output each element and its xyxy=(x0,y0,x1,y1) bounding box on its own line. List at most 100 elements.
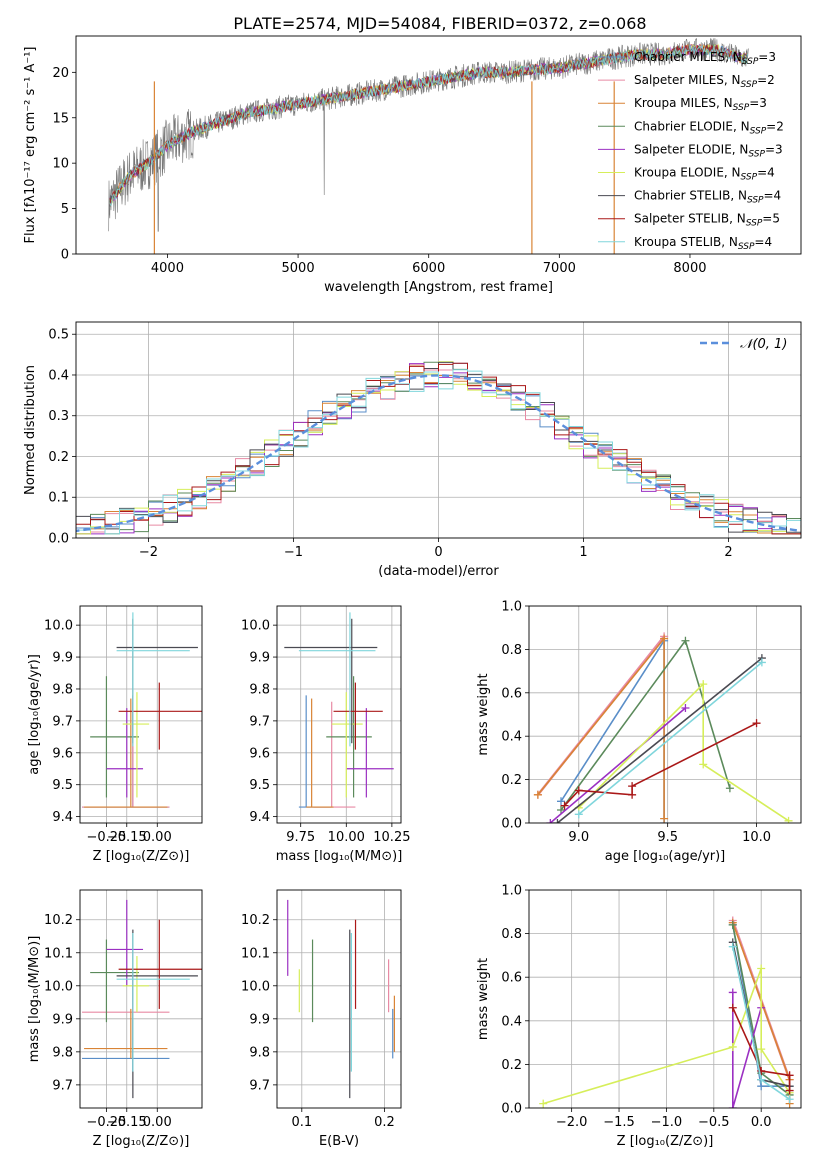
weight-marker xyxy=(660,814,669,823)
y-tick-label: 9.7 xyxy=(249,1078,270,1093)
weight-line xyxy=(560,637,665,823)
x-tick-label: 6000 xyxy=(412,261,445,276)
plot-area xyxy=(108,38,749,254)
axes-frame xyxy=(276,889,402,1109)
plot-area xyxy=(76,322,801,538)
legend-entry: Chabrier MILES, NSSP=3 xyxy=(634,50,776,67)
weight-marker xyxy=(681,636,690,645)
x-axis-label: wavelength [Angstrom, rest frame] xyxy=(324,280,553,295)
x-tick-label: −2 xyxy=(139,545,158,560)
y-tick-label: 10.0 xyxy=(44,979,73,994)
legend-entry: Salpeter STELIB, NSSP=5 xyxy=(634,212,780,229)
model-spectrum xyxy=(109,45,748,207)
panel-spectrum: 4000 5000 6000 7000 8000 0 5 10 15 20 wavelength [… xyxy=(23,35,802,295)
y-tick-label: 0 xyxy=(61,248,69,263)
plot-area xyxy=(277,890,401,1108)
weight-marker xyxy=(784,816,793,823)
x-axis-label: Z [log₁₀(Z/Z⊙)] xyxy=(617,1134,714,1149)
x-tick-label: 1 xyxy=(579,545,587,560)
y-tick-label: 0.6 xyxy=(501,971,522,986)
weight-marker xyxy=(785,1086,794,1095)
x-axis-label: Z [log₁₀(Z/Z⊙)] xyxy=(93,849,190,864)
x-axis-label: mass [log₁₀(M/M⊙)] xyxy=(276,849,403,864)
y-tick-label: 0.4 xyxy=(501,1014,522,1029)
axes-frame xyxy=(75,321,802,539)
y-tick-label: 9.9 xyxy=(249,651,270,666)
y-tick-label: 10.2 xyxy=(44,913,73,928)
weight-line xyxy=(556,657,763,823)
y-tick-label: 0.2 xyxy=(501,773,522,788)
x-tick-label: 0.2 xyxy=(374,1115,395,1130)
weight-marker xyxy=(533,790,542,799)
panel-weight_vs_Z: −2.0 −1.5 −1.0 −0.5 0.0 0.0 0.2 0.4 0.6 0.8 1.0 Z [… xyxy=(476,884,802,1149)
y-tick-label: 15 xyxy=(52,111,69,126)
y-tick-label: 9.5 xyxy=(249,778,270,793)
x-tick-label: 8000 xyxy=(673,261,706,276)
panel-mass_vs_ebv: 0.1 0.2 9.7 9.8 9.9 10.0 10.1 10.2 E(B-V) xyxy=(241,889,402,1149)
y-tick-label: 9.8 xyxy=(249,682,270,697)
weight-marker xyxy=(628,782,637,791)
y-tick-label: 9.6 xyxy=(52,746,73,761)
x-tick-label: −0.15 xyxy=(107,1115,147,1130)
legend-entry: Chabrier STELIB, NSSP=4 xyxy=(634,189,781,206)
y-tick-label: 10.1 xyxy=(44,946,73,961)
weight-marker xyxy=(785,1071,794,1080)
axes-frame xyxy=(276,605,402,824)
y-tick-label: 10.1 xyxy=(241,946,270,961)
x-tick-label: 10.25 xyxy=(373,830,410,845)
axes-frame xyxy=(79,889,203,1109)
y-tick-label: 10 xyxy=(52,157,69,172)
y-axis-label: age [log₁₀(age/yr)] xyxy=(27,654,42,775)
weight-marker xyxy=(546,819,555,823)
y-tick-label: 9.9 xyxy=(52,651,73,666)
legend-entry: Chabrier ELODIE, NSSP=2 xyxy=(634,119,784,136)
weight-marker xyxy=(660,634,669,643)
x-tick-label: 0 xyxy=(434,545,442,560)
plot-area xyxy=(277,606,401,823)
y-tick-label: 9.8 xyxy=(249,1045,270,1060)
axes-frame xyxy=(528,605,802,824)
histogram-series xyxy=(76,362,801,535)
y-tick-label: 9.4 xyxy=(249,810,270,825)
x-tick-label: −2.0 xyxy=(556,1115,588,1130)
legend: Chabrier MILES, NSSP=3 Salpeter MILES, NS… xyxy=(598,50,784,252)
weight-marker xyxy=(574,810,583,819)
weight-marker xyxy=(728,1104,737,1108)
weight-line xyxy=(732,1007,791,1091)
weight-marker xyxy=(557,805,565,814)
plot-area xyxy=(80,890,202,1108)
legend-entry: Kroupa ELODIE, NSSP=4 xyxy=(634,166,775,183)
x-tick-label: −0.15 xyxy=(107,830,147,845)
weight-marker xyxy=(628,790,637,799)
x-axis-label: Z [log₁₀(Z/Z⊙)] xyxy=(93,1134,190,1149)
y-tick-label: 0.8 xyxy=(501,643,522,658)
y-tick-label: 0.2 xyxy=(501,1058,522,1073)
weight-line xyxy=(578,682,790,822)
y-tick-label: 1.0 xyxy=(501,884,522,899)
y-tick-label: 0.8 xyxy=(501,927,522,942)
x-axis-label: age [log₁₀(age/yr)] xyxy=(605,849,726,864)
weight-line xyxy=(560,638,731,811)
panel-mass_vs_Z: −0.25−0.150.00 9.7 9.8 9.9 10.0 10.1 10.2 Z [lo… xyxy=(27,889,203,1149)
weight-marker xyxy=(728,942,737,951)
y-tick-label: 9.8 xyxy=(52,1045,73,1060)
y-tick-label: 9.9 xyxy=(52,1012,73,1027)
y-tick-label: 10.0 xyxy=(241,619,270,634)
x-tick-label: −0.5 xyxy=(698,1115,730,1130)
histogram-series xyxy=(76,369,801,535)
panel-age_vs_mass: 9.75 10.00 10.25 9.4 9.5 9.6 9.7 9.8 9.9 10.0 mass… xyxy=(241,605,410,864)
weight-marker xyxy=(785,1095,794,1104)
x-tick-label: 0.00 xyxy=(143,830,172,845)
x-axis-label: (data-model)/error xyxy=(378,564,499,579)
x-tick-label: 7000 xyxy=(543,261,576,276)
gaussian-curve xyxy=(76,374,801,533)
x-tick-label: 9.75 xyxy=(286,830,315,845)
weight-marker xyxy=(728,1042,737,1051)
weight-marker xyxy=(757,1045,766,1054)
y-tick-label: 9.4 xyxy=(52,810,73,825)
weight-marker xyxy=(725,784,734,793)
weight-marker xyxy=(699,680,708,689)
weight-line xyxy=(578,661,763,815)
plot-area xyxy=(80,606,202,823)
x-tick-label: 9.5 xyxy=(657,830,678,845)
